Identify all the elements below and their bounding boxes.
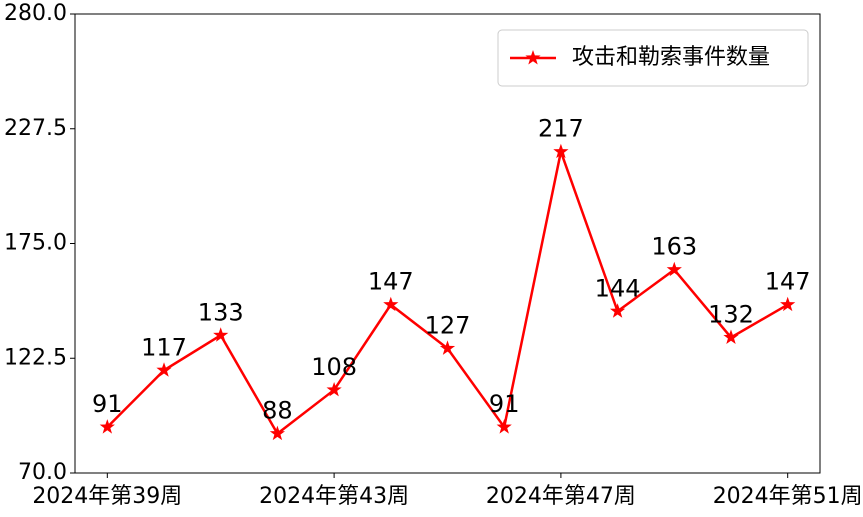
data-point [99, 419, 115, 434]
data-label: 127 [425, 311, 471, 339]
legend: 攻击和勒索事件数量 [497, 29, 809, 87]
data-point [213, 327, 229, 342]
data-label: 117 [141, 333, 187, 361]
data-label: 144 [595, 274, 641, 302]
data-label: 88 [262, 397, 293, 425]
y-tick-label: 122.5 [4, 345, 67, 370]
data-point [609, 303, 626, 318]
y-tick-label: 280.0 [4, 1, 67, 26]
x-tick-label: 2024年第47周 [486, 484, 636, 509]
data-point [383, 296, 399, 312]
y-tick-label: 227.5 [4, 116, 67, 141]
data-point [553, 143, 569, 159]
y-tick-label: 175.0 [4, 231, 67, 256]
x-tick-label: 2024年第51周 [713, 484, 863, 509]
data-label: 133 [198, 298, 244, 326]
data-point [439, 340, 456, 355]
data-label: 91 [489, 390, 520, 418]
data-point [269, 425, 286, 441]
x-tick-label: 2024年第43周 [259, 484, 409, 509]
data-label: 108 [311, 353, 357, 381]
x-tick-label: 2024年第39周 [32, 484, 182, 509]
legend-marker [525, 50, 541, 65]
data-label: 91 [92, 390, 123, 418]
y-tick-label: 70.0 [18, 460, 67, 485]
data-label: 163 [651, 233, 697, 261]
data-label: 132 [708, 300, 754, 328]
data-point [156, 362, 172, 377]
data-line [106, 147, 789, 436]
data-point [780, 296, 796, 312]
data-point [666, 261, 682, 277]
data-point [326, 381, 342, 397]
data-label: 147 [765, 268, 811, 296]
data-label: 217 [538, 115, 584, 143]
legend-box [497, 29, 809, 87]
legend-label: 攻击和勒索事件数量 [572, 45, 770, 70]
data-label: 147 [368, 268, 414, 296]
data-point [496, 419, 512, 434]
data-point [723, 329, 739, 344]
